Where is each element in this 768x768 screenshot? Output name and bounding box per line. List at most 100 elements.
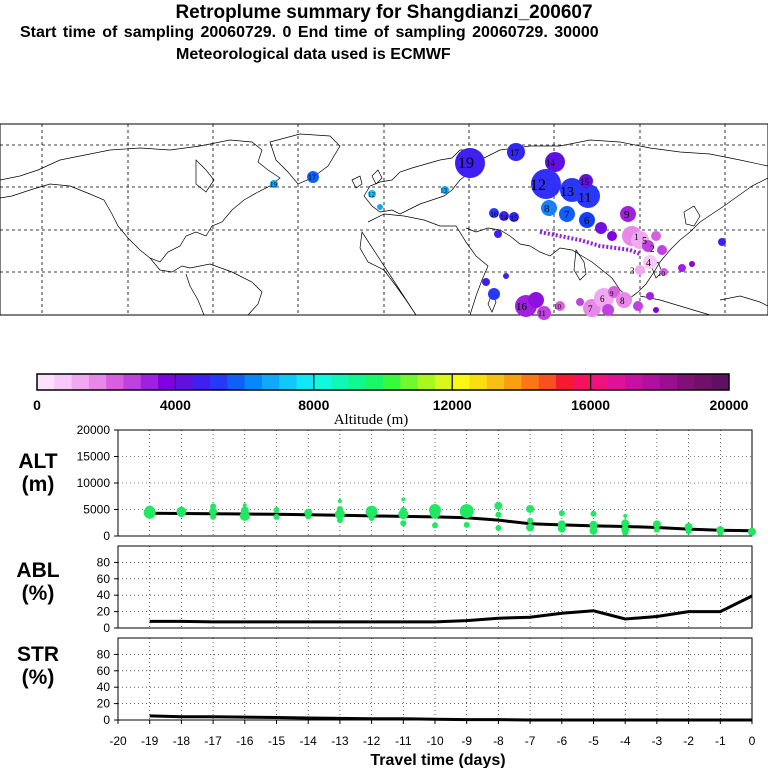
colorbar-swatch — [607, 374, 626, 390]
cluster-label: 7 — [588, 304, 593, 314]
colorbar-swatch — [261, 374, 280, 390]
x-tick-label: -11 — [395, 734, 412, 748]
x-tick-label: -10 — [426, 734, 444, 748]
cluster-label: 5 — [642, 236, 647, 247]
colorbar-swatch — [434, 374, 453, 390]
altitude-point — [273, 507, 280, 514]
x-tick-label: -2 — [683, 734, 694, 748]
colorbar-swatch — [573, 374, 592, 390]
altitude-point — [177, 509, 186, 518]
colorbar-swatch — [711, 374, 730, 390]
altitude-point — [242, 503, 247, 508]
x-tick-label: -3 — [652, 734, 663, 748]
x-tick-label: -18 — [173, 734, 191, 748]
x-tick-label: -5 — [588, 734, 599, 748]
colorbar-tick-label: 20000 — [710, 397, 749, 413]
altitude-point — [209, 507, 218, 516]
cluster-label: 16 — [490, 210, 498, 219]
cluster-label: 12 — [530, 177, 546, 194]
colorbar-swatch — [54, 374, 73, 390]
colorbar-swatch — [590, 374, 609, 390]
altitude-point — [210, 513, 217, 520]
altitude-point — [494, 501, 503, 510]
cluster-label: 13 — [560, 185, 574, 200]
colorbar-swatch — [227, 374, 246, 390]
colorbar-swatch — [694, 374, 713, 390]
cluster-label: 14 — [500, 213, 508, 222]
x-tick-label: -4 — [620, 734, 631, 748]
y-tick-label: 40 — [97, 588, 111, 602]
altitude-point — [336, 517, 343, 524]
cluster-label: 1 — [634, 232, 639, 242]
colorbar-swatch — [348, 374, 367, 390]
x-axis-title: Travel time (days) — [370, 752, 505, 768]
y-axis-title: ABL — [16, 559, 59, 582]
x-tick-label: -6 — [556, 734, 567, 748]
altitude-point — [717, 529, 724, 536]
altitude-point — [305, 513, 312, 520]
colorbar-swatch — [625, 374, 643, 390]
colorbar-swatch — [279, 374, 297, 390]
cluster-label: 7 — [564, 209, 570, 221]
world-map: 19 17 14 12 13 11 15 8 7 6 9 5 4 3 2 1 1… — [0, 123, 768, 320]
y-tick-label: 60 — [97, 664, 111, 678]
colorbar-swatch — [556, 374, 574, 390]
y-tick-label: 10000 — [77, 476, 111, 490]
colorbar-swatch — [140, 374, 159, 390]
colorbar-swatch — [383, 374, 401, 390]
altitude-point — [590, 510, 597, 517]
altitude-point — [210, 503, 217, 510]
str-line — [149, 714, 752, 722]
y-axis-title: ALT — [18, 450, 57, 473]
x-tick-label: -13 — [331, 734, 349, 748]
colorbar-swatch — [659, 374, 678, 390]
colorbar-tick-label: 4000 — [160, 397, 191, 413]
y-axis-title: (m) — [22, 473, 55, 496]
altitude-point — [748, 527, 756, 536]
colorbar-swatch — [158, 374, 176, 390]
altitude-colorbar — [36, 373, 730, 391]
altitude-point — [589, 520, 598, 529]
x-tick-label: -15 — [268, 734, 286, 748]
colorbar-swatch — [175, 374, 194, 390]
altitude-point — [273, 513, 280, 520]
colorbar-swatch — [521, 374, 540, 390]
y-axis-title: (%) — [22, 582, 55, 605]
colorbar-swatch — [538, 374, 557, 390]
colorbar-label: Altitude (m) — [334, 412, 409, 428]
cluster-label: 15 — [510, 214, 518, 223]
altitude-point — [337, 499, 342, 504]
x-tick-label: -14 — [300, 734, 318, 748]
colorbar-tick-label: 8000 — [298, 397, 329, 413]
altitude-point — [557, 524, 566, 533]
colorbar-frame — [36, 373, 730, 391]
y-tick-label: 15000 — [77, 450, 111, 464]
cluster-label: 14 — [546, 158, 556, 168]
colorbar-swatch — [400, 374, 419, 390]
y-axis-title: STR — [17, 643, 59, 666]
y-tick-label: 40 — [97, 680, 111, 694]
abl-panel: 0 20 40 60 80 ABL(%) — [16, 545, 753, 635]
cluster-label: 4 — [646, 258, 651, 269]
time-series-panels: 05000100001500020000ALT(m)020406080ABL(%… — [16, 423, 756, 727]
cluster-label: 19 — [458, 155, 474, 172]
cluster-label: 6 — [600, 294, 605, 304]
altitude-point — [334, 509, 345, 520]
alt-panel: 0 5000 10000 15000 20000 ALT(m) — [18, 423, 756, 543]
x-tick-label: -7 — [525, 734, 536, 748]
cluster-label: 17 — [510, 148, 520, 158]
cluster-label: 15 — [580, 177, 590, 187]
colorbar-swatch — [486, 374, 505, 390]
colorbar-swatch — [452, 374, 470, 390]
colorbar-swatch — [365, 374, 384, 390]
chart-title: Retroplume summary for Shangdianzi_20060… — [175, 2, 593, 23]
colorbar-ticks: 0 4000 8000 12000 16000 20000 — [33, 397, 749, 413]
altitude-point — [526, 504, 535, 513]
x-tick-label: -17 — [204, 734, 222, 748]
x-tick-label: -19 — [141, 734, 159, 748]
altitude-point — [462, 510, 471, 519]
cluster-label: 13 — [440, 187, 448, 195]
cluster-label: 19 — [270, 181, 278, 189]
cluster-label: 9 — [624, 209, 630, 221]
